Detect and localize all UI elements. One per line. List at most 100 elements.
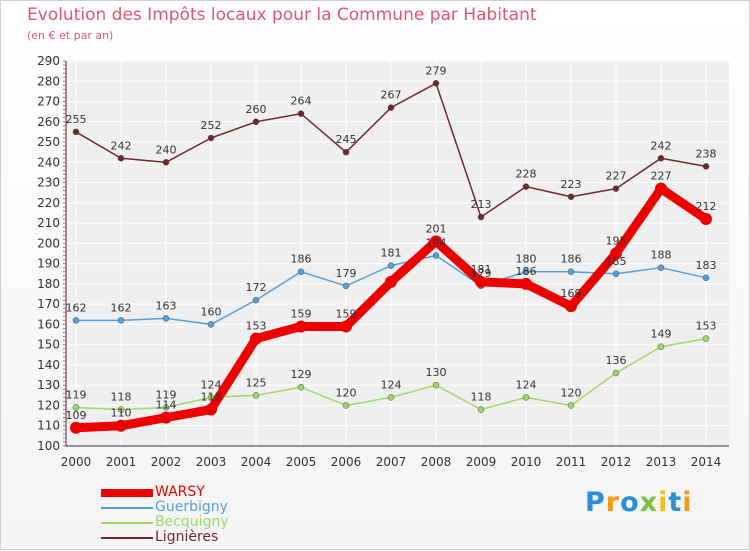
x-tick-label: 2002 xyxy=(151,455,182,469)
y-tick-label: 130 xyxy=(37,378,60,392)
data-point-guerbigny xyxy=(567,268,575,275)
data-label-warsy: 114 xyxy=(156,399,177,412)
data-point-guerbigny xyxy=(72,317,80,324)
data-label-ligni-res: 227 xyxy=(606,170,627,183)
data-point-becquigny xyxy=(162,404,170,411)
data-label-ligni-res: 242 xyxy=(111,139,132,152)
data-label-becquigny: 125 xyxy=(246,376,267,389)
data-label-guerbigny: 186 xyxy=(291,253,312,266)
data-point-guerbigny xyxy=(702,274,710,282)
data-label-warsy: 181 xyxy=(471,263,492,276)
y-tick-label: 290 xyxy=(37,54,60,68)
data-point-becquigny xyxy=(612,369,620,377)
data-label-guerbigny: 162 xyxy=(66,301,87,314)
legend-label: WARSY xyxy=(155,484,205,500)
data-label-becquigny: 129 xyxy=(291,368,312,381)
data-point-becquigny xyxy=(522,394,530,401)
y-tick-label: 140 xyxy=(37,358,60,372)
legend-label: Becquigny xyxy=(155,514,229,530)
legend-label: Lignières xyxy=(155,529,219,545)
data-point-warsy xyxy=(700,213,712,226)
data-label-ligni-res: 260 xyxy=(246,103,267,116)
data-label-warsy: 159 xyxy=(336,307,357,320)
legend-label: Guerbigny xyxy=(155,499,228,515)
data-point-ligni-res xyxy=(387,104,395,111)
data-point-guerbigny xyxy=(522,268,530,275)
data-label-warsy: 186 xyxy=(516,265,537,278)
data-point-ligni-res xyxy=(657,155,665,162)
legend-swatch xyxy=(101,506,153,509)
data-point-ligni-res xyxy=(612,185,620,192)
x-tick-label: 2003 xyxy=(196,455,227,469)
data-label-becquigny: 124 xyxy=(516,378,537,391)
legend-swatch xyxy=(101,521,153,524)
data-point-becquigny xyxy=(72,404,80,411)
data-label-guerbigny: 172 xyxy=(246,281,267,294)
x-tick-label: 2009 xyxy=(466,455,497,469)
y-tick-label: 150 xyxy=(37,338,60,352)
data-point-guerbigny xyxy=(657,264,665,271)
data-point-ligni-res xyxy=(72,128,80,136)
data-point-becquigny xyxy=(252,392,260,399)
data-label-guerbigny: 162 xyxy=(111,301,132,314)
data-label-ligni-res: 238 xyxy=(696,147,717,160)
data-point-ligni-res xyxy=(252,118,260,126)
data-label-warsy: 227 xyxy=(651,170,672,183)
data-point-ligni-res xyxy=(432,80,440,87)
data-label-guerbigny: 194 xyxy=(426,237,447,250)
data-label-warsy: 118 xyxy=(201,391,222,404)
data-point-ligni-res xyxy=(567,193,575,201)
data-point-warsy xyxy=(115,419,127,432)
data-label-ligni-res: 255 xyxy=(66,113,87,126)
data-point-becquigny xyxy=(702,335,710,342)
legend-swatch xyxy=(101,488,153,497)
data-label-becquigny: 124 xyxy=(381,378,402,391)
data-point-warsy xyxy=(250,332,262,345)
data-point-guerbigny xyxy=(387,262,395,269)
data-label-becquigny: 118 xyxy=(111,391,132,404)
y-tick-label: 200 xyxy=(37,236,60,250)
y-tick-label: 110 xyxy=(37,419,60,433)
x-tick-label: 2000 xyxy=(61,455,92,469)
data-point-guerbigny xyxy=(207,321,215,328)
data-label-guerbigny: 181 xyxy=(381,247,402,260)
x-tick-label: 2004 xyxy=(241,455,272,469)
data-label-becquigny: 119 xyxy=(156,389,177,402)
data-label-warsy: 109 xyxy=(66,409,87,422)
x-tick-label: 2014 xyxy=(691,455,722,469)
data-label-guerbigny: 186 xyxy=(561,253,582,266)
y-tick-label: 270 xyxy=(37,95,60,109)
data-label-warsy: 159 xyxy=(291,307,312,320)
data-point-warsy xyxy=(70,421,82,434)
y-tick-label: 120 xyxy=(37,398,60,412)
data-point-guerbigny xyxy=(297,268,305,275)
logo-letter: t xyxy=(668,487,683,518)
data-label-warsy: 212 xyxy=(696,200,717,213)
data-label-ligni-res: 223 xyxy=(561,178,582,191)
data-point-warsy xyxy=(430,235,442,248)
data-point-warsy xyxy=(475,275,487,288)
data-label-guerbigny: 160 xyxy=(201,305,222,318)
chart-title: Evolution des Impôts locaux pour la Comm… xyxy=(27,5,537,25)
data-label-becquigny: 149 xyxy=(651,328,672,341)
data-label-guerbigny: 163 xyxy=(156,299,177,312)
x-tick-label: 2011 xyxy=(556,455,587,469)
x-tick-label: 2008 xyxy=(421,455,452,469)
y-tick-label: 100 xyxy=(37,439,60,453)
data-point-warsy xyxy=(655,182,667,195)
data-label-ligni-res: 252 xyxy=(201,119,222,132)
data-label-guerbigny: 185 xyxy=(606,255,627,268)
data-point-becquigny xyxy=(567,402,575,409)
data-label-becquigny: 119 xyxy=(66,389,87,402)
chart-subtitle: (en € et par an) xyxy=(27,29,114,42)
data-point-ligni-res xyxy=(477,213,485,221)
data-label-becquigny: 153 xyxy=(696,320,717,333)
y-tick-label: 240 xyxy=(37,155,60,169)
proxiti-logo: Proxiti xyxy=(585,487,693,518)
data-label-warsy: 169 xyxy=(561,287,582,300)
data-point-guerbigny xyxy=(432,252,440,259)
data-point-becquigny xyxy=(477,406,485,413)
data-point-becquigny xyxy=(432,381,440,389)
